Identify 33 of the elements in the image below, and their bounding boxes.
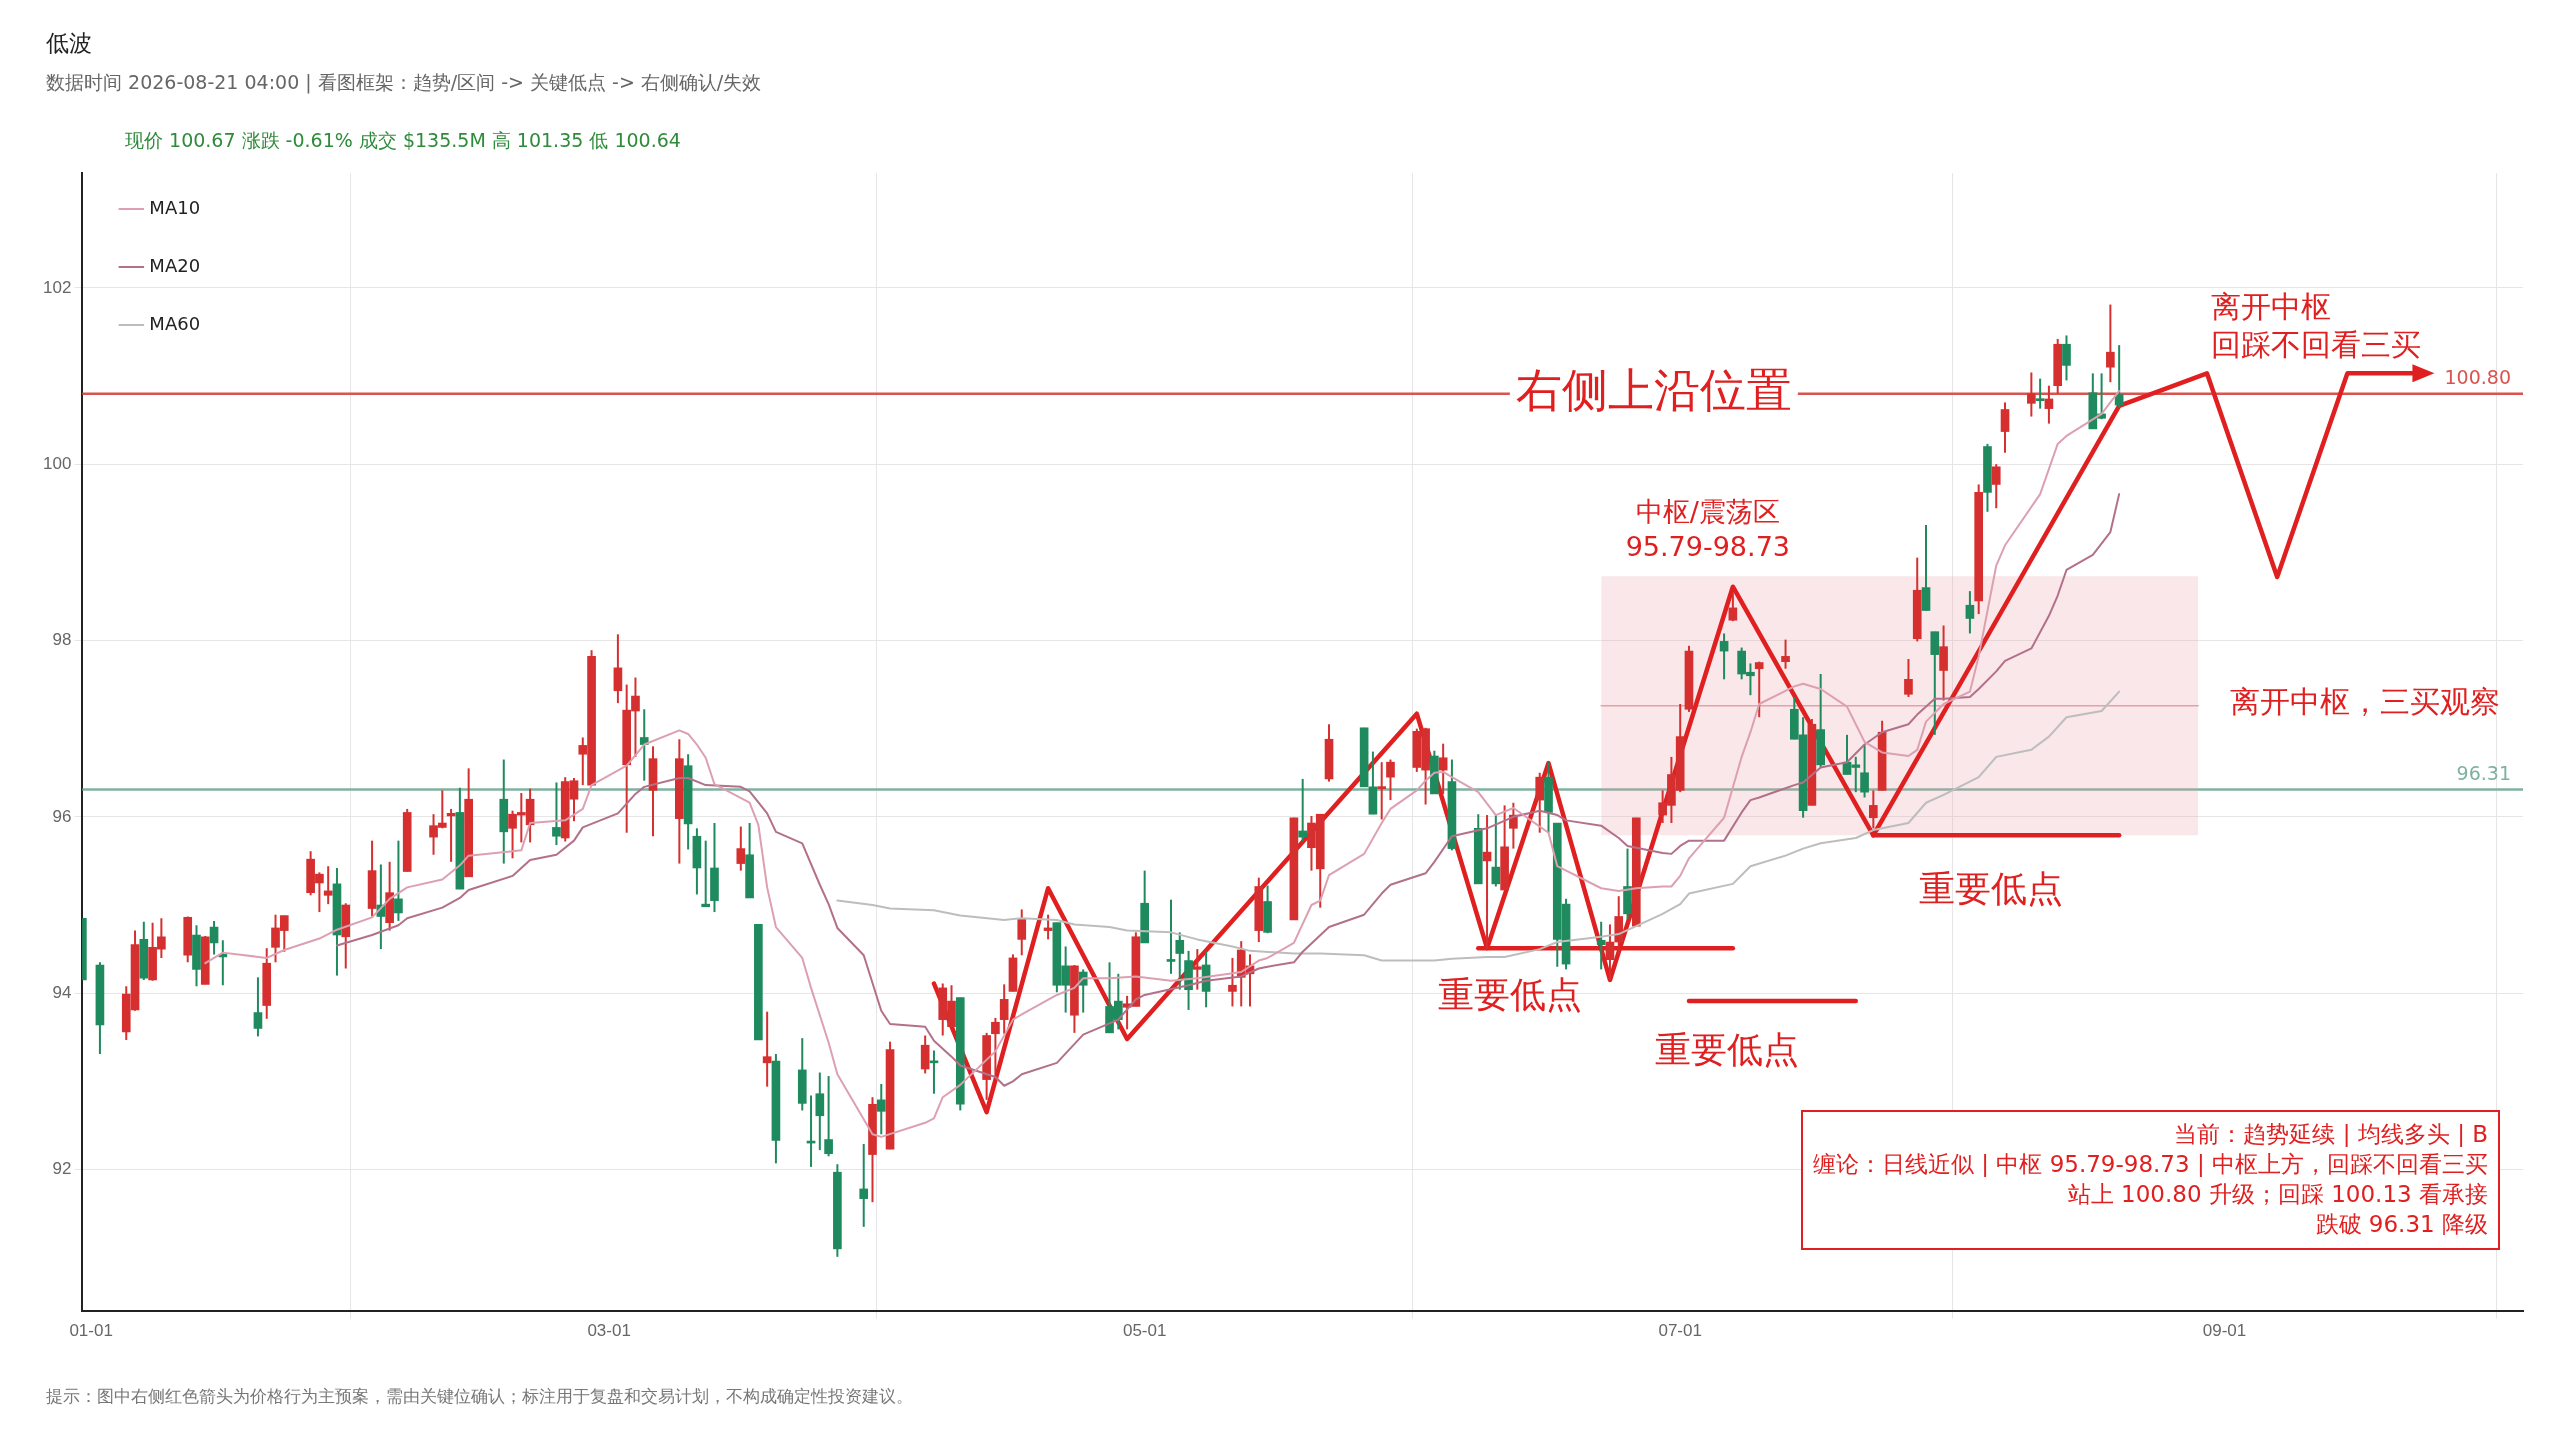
x-tick-label: 03-01 [587, 1321, 631, 1341]
y-tick-label: 94 [52, 982, 72, 1002]
text: 现价 100.67 涨跌 -0.61% 成交 $135.5M 高 101.35 低 100.64 [125, 128, 681, 153]
x-tick-label: 05-01 [1122, 1321, 1167, 1341]
ref-line-label: 96.31 [2456, 761, 2511, 784]
x-tick-label: 01-01 [69, 1321, 113, 1341]
text: 提示：图中右侧红色箭头为价格行为主预案，需由关键位确认；标注用于复盘和交易计划，不构成确定性投资建议。 [46, 1385, 913, 1408]
annotation: 重要低点 [1655, 1028, 1800, 1070]
annotation: 跌破 96.31 降级 [2314, 1209, 2488, 1239]
annotation: 站上 100.80 升级；回踩 100.13 看承接 [2066, 1179, 2488, 1209]
y-tick-label: 98 [52, 630, 72, 650]
y-tick-label: 96 [52, 806, 72, 826]
annotation: 重要低点 [1438, 974, 1583, 1016]
y-tick-label: 100 [42, 453, 72, 473]
annotation: 离开中枢，三买观察 [2230, 684, 2501, 720]
legend-label: MA10 [149, 196, 201, 218]
annotation: 当前：趋势延续 | 均线多头 | B [2173, 1120, 2488, 1149]
annotation: 缠论：日线近似 | 中枢 95.79-98.73 | 中枢上方，回踩不回看三买 [1812, 1149, 2488, 1179]
annotation: 右侧上沿位置 [1515, 362, 1792, 417]
annotation: 离开中枢 [2210, 289, 2331, 325]
legend-label: MA60 [149, 312, 201, 334]
ref-line-label: 100.80 [2444, 366, 2511, 389]
annotation: 中枢/震荡区 [1635, 496, 1780, 528]
y-tick-label: 92 [52, 1159, 72, 1179]
y-tick-label: 102 [42, 277, 72, 297]
chart-title: 低波 [46, 29, 92, 58]
x-tick-label: 09-01 [2202, 1321, 2247, 1341]
x-tick-label: 07-01 [1658, 1321, 1702, 1341]
annotation: 重要低点 [1918, 868, 2063, 910]
legend-label: MA20 [149, 254, 201, 276]
chart-subtitle: 数据时间 2026-08-21 04:00 | 看图框架：趋势/区间 -> 关键低点 -> 右侧确认/失效 [46, 70, 762, 96]
annotation: 回踩不回看三买 [2210, 327, 2421, 363]
annotation: 95.79-98.73 [1625, 530, 1790, 562]
